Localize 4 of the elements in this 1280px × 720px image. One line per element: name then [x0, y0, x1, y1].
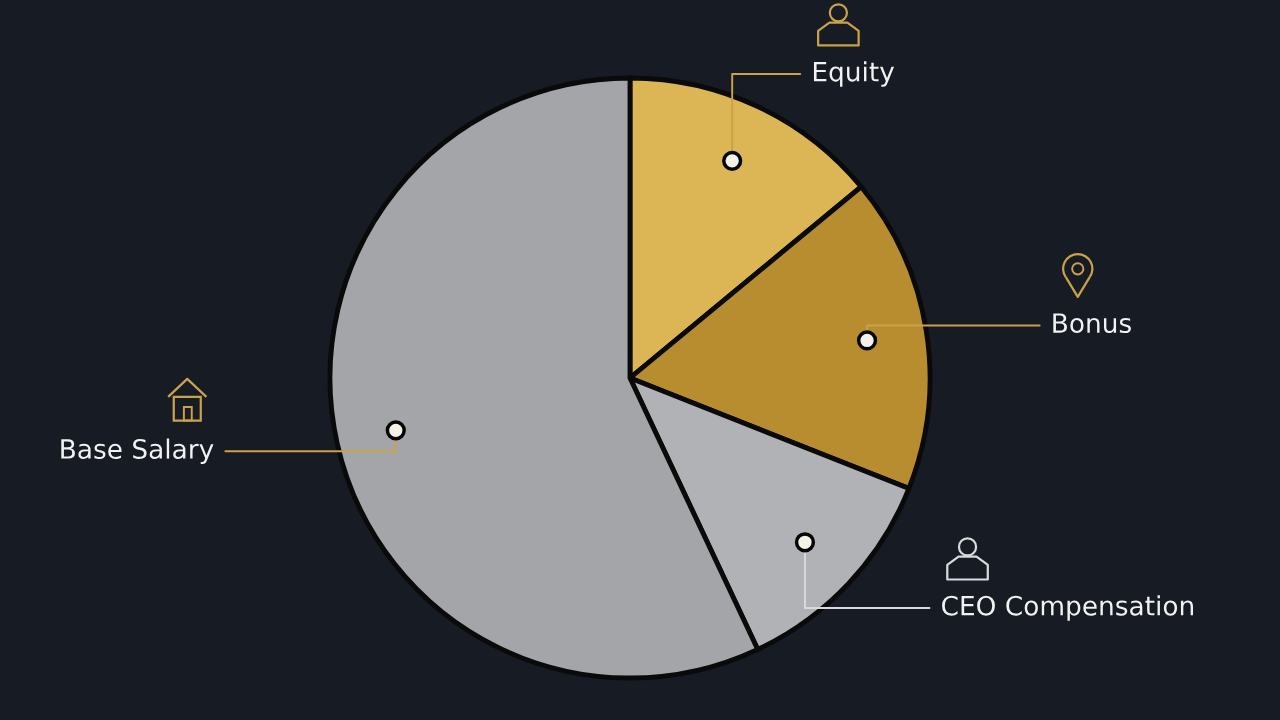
- slice-label: Equity: [813, 61, 895, 87]
- slice-label: Bonus: [1053, 313, 1131, 334]
- slice-label: Base Salary: [61, 438, 214, 465]
- slice-label: CEO Compensation: [942, 595, 1194, 621]
